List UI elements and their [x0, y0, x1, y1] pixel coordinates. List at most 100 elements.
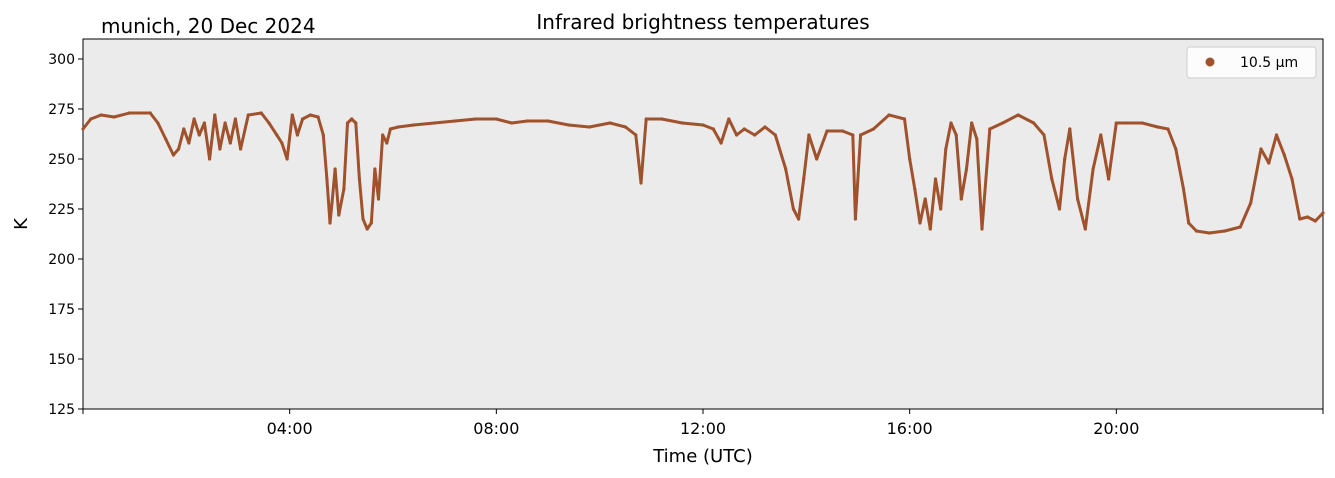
- data-point: [376, 197, 381, 201]
- data-point: [1063, 157, 1067, 161]
- data-point: [802, 177, 806, 181]
- data-point: [171, 153, 175, 157]
- data-point: [644, 117, 648, 121]
- data-point: [1321, 211, 1325, 215]
- data-point: [316, 115, 320, 119]
- data-point: [228, 141, 232, 145]
- legend: 10.5 µm: [1186, 46, 1317, 79]
- x-tick-label: 12:00: [680, 419, 726, 438]
- data-point: [763, 125, 767, 129]
- data-point: [1207, 231, 1211, 235]
- data-point: [373, 167, 377, 171]
- data-point: [365, 227, 369, 231]
- data-point: [285, 157, 289, 161]
- data-point: [1042, 133, 1046, 137]
- y-tick-label: 275: [48, 102, 75, 118]
- data-point: [148, 111, 152, 115]
- data-point: [164, 137, 168, 141]
- data-point: [980, 227, 984, 231]
- data-point: [325, 177, 329, 181]
- data-point: [127, 111, 132, 115]
- data-point: [887, 113, 891, 117]
- data-point: [902, 117, 907, 121]
- data-point: [337, 213, 341, 217]
- data-point: [959, 197, 963, 201]
- data-point: [328, 221, 332, 225]
- data-point: [197, 133, 201, 137]
- series-points: [81, 111, 1325, 235]
- data-point: [639, 181, 643, 185]
- chart-title: Infrared brightness temperatures: [536, 10, 869, 34]
- data-point: [412, 123, 416, 127]
- data-point: [99, 113, 103, 117]
- data-point: [385, 141, 389, 145]
- data-point: [1076, 197, 1080, 201]
- data-point: [1050, 177, 1054, 181]
- data-point: [923, 197, 927, 201]
- data-point: [1187, 221, 1191, 225]
- data-point: [859, 133, 863, 137]
- data-point: [81, 127, 85, 131]
- data-point: [944, 147, 948, 151]
- data-point: [259, 111, 263, 115]
- data-point: [608, 121, 612, 125]
- data-point: [350, 117, 354, 121]
- legend-marker: [1205, 57, 1215, 67]
- data-point: [330, 201, 334, 205]
- data-point: [928, 227, 932, 231]
- data-point: [89, 117, 93, 121]
- data-point: [223, 121, 227, 125]
- plot-background: [82, 38, 1324, 410]
- y-tick-label: 150: [48, 352, 75, 368]
- data-point: [975, 137, 979, 141]
- data-point: [246, 113, 250, 117]
- data-point: [1181, 187, 1186, 191]
- data-point: [680, 121, 684, 125]
- data-point: [1174, 147, 1178, 151]
- y-tick-label: 300: [48, 52, 75, 68]
- data-point: [1259, 147, 1263, 151]
- x-axis: 04:00 08:00 12:00 16:00 20:00: [82, 409, 1324, 438]
- data-point: [1166, 127, 1170, 131]
- series-trace: [81, 111, 1325, 235]
- data-point: [474, 117, 478, 121]
- data-point: [988, 127, 992, 131]
- data-point: [853, 217, 858, 221]
- chart-subtitle: munich, 20 Dec 2024: [101, 14, 316, 38]
- data-point: [396, 125, 400, 129]
- data-point: [913, 187, 917, 191]
- data-point: [208, 157, 212, 161]
- data-point: [1016, 113, 1020, 117]
- legend-box: [1186, 46, 1317, 79]
- data-point: [1140, 121, 1144, 125]
- data-point: [1057, 207, 1062, 211]
- data-point: [357, 177, 361, 181]
- data-point: [939, 207, 943, 211]
- data-point: [213, 113, 217, 117]
- data-point: [825, 129, 829, 133]
- data-point: [233, 117, 237, 121]
- data-point: [753, 133, 757, 137]
- data-point: [361, 217, 365, 221]
- data-point: [432, 121, 436, 125]
- data-point: [295, 133, 299, 137]
- data-point: [1068, 127, 1072, 131]
- data-point: [1099, 133, 1103, 137]
- x-tick-label: 16:00: [887, 419, 933, 438]
- data-point: [840, 129, 845, 133]
- data-point: [711, 127, 715, 131]
- data-point: [1290, 177, 1294, 181]
- data-point: [345, 121, 350, 125]
- data-point: [851, 133, 855, 137]
- data-point: [453, 119, 457, 123]
- data-point: [177, 147, 181, 151]
- data-point: [1223, 229, 1227, 233]
- data-point: [1274, 133, 1279, 137]
- data-point: [964, 167, 969, 171]
- data-point: [280, 141, 284, 145]
- data-point: [321, 133, 325, 137]
- data-point: [156, 121, 160, 125]
- data-point: [1125, 121, 1129, 125]
- data-point: [290, 113, 294, 117]
